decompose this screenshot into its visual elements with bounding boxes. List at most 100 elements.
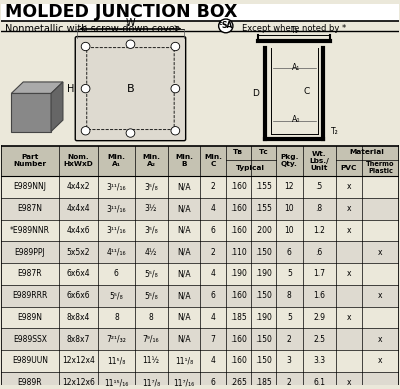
Text: x: x [378,248,383,257]
Text: Min.
C: Min. C [204,154,222,167]
Text: 3¹¹/₁₆: 3¹¹/₁₆ [107,182,126,191]
Text: 3⁵/₈: 3⁵/₈ [144,182,158,191]
Text: 6x6x4: 6x6x4 [66,270,90,279]
FancyBboxPatch shape [1,4,398,21]
Text: N/A: N/A [177,182,191,191]
Text: 6: 6 [114,270,119,279]
Text: 11½: 11½ [142,356,160,365]
Text: E989SSX: E989SSX [13,335,47,343]
Text: 3.3: 3.3 [313,356,325,365]
Circle shape [81,42,90,51]
Text: 6: 6 [211,291,216,300]
Text: 4: 4 [211,356,216,365]
FancyBboxPatch shape [75,37,186,141]
Text: 8: 8 [114,313,119,322]
FancyBboxPatch shape [1,145,398,176]
Text: 8x8x7: 8x8x7 [67,335,90,343]
Text: D: D [252,89,259,98]
Text: .160: .160 [230,182,247,191]
Text: Pkg.
Qty.: Pkg. Qty. [280,154,298,167]
Text: E989R: E989R [18,378,42,387]
Text: 8: 8 [149,313,154,322]
Text: A₀: A₀ [292,114,300,124]
Text: 3⁵/₈: 3⁵/₈ [144,226,158,235]
Text: .5: .5 [316,182,323,191]
Text: 1.6: 1.6 [313,291,325,300]
Text: 5: 5 [287,270,292,279]
FancyBboxPatch shape [1,307,398,328]
Text: .160: .160 [230,204,247,213]
Text: 2: 2 [287,335,292,343]
FancyBboxPatch shape [1,372,398,389]
Text: N/A: N/A [177,226,191,235]
Text: E989PPJ: E989PPJ [14,248,45,257]
Text: Wt.
Lbs./
Unit: Wt. Lbs./ Unit [309,151,329,171]
Text: 4: 4 [211,313,216,322]
Text: W: W [126,18,135,28]
FancyBboxPatch shape [1,198,398,220]
Text: N/A: N/A [177,313,191,322]
Text: 6: 6 [211,378,216,387]
Text: 11¹/₈: 11¹/₈ [175,356,193,365]
Text: 7⁹/₁₆: 7⁹/₁₆ [143,335,159,343]
Text: .150: .150 [255,248,272,257]
Text: .150: .150 [255,356,272,365]
Text: Thermo
Plastic: Thermo Plastic [366,161,395,174]
Text: 3: 3 [287,356,292,365]
Text: T₂: T₂ [331,127,339,136]
Text: 5⁵/₈: 5⁵/₈ [144,270,158,279]
Text: Part
Number: Part Number [14,154,46,167]
Text: x: x [378,291,383,300]
Text: x: x [347,378,351,387]
Text: 10: 10 [284,226,294,235]
Text: x: x [378,356,383,365]
Text: x: x [347,204,351,213]
Text: .190: .190 [255,313,272,322]
Text: 4x4x2: 4x4x2 [67,182,90,191]
FancyBboxPatch shape [1,176,398,198]
Text: E989RRR: E989RRR [12,291,48,300]
Text: Min.
A₁: Min. A₁ [108,154,126,167]
Text: Except where noted by *: Except where noted by * [242,24,346,33]
Text: 4: 4 [211,204,216,213]
Text: E989N: E989N [18,313,42,322]
Text: x: x [378,335,383,343]
Text: 6: 6 [211,226,216,235]
Text: 1.7: 1.7 [313,270,325,279]
FancyBboxPatch shape [1,263,398,285]
Polygon shape [11,93,51,131]
Text: *E989NNR: *E989NNR [10,226,50,235]
Text: 11⁷/₈: 11⁷/₈ [142,378,160,387]
Text: Nonmetallic with screw-down cover: Nonmetallic with screw-down cover [5,24,179,34]
Text: 5: 5 [287,313,292,322]
Text: SA: SA [221,21,232,30]
Text: 12x12x4: 12x12x4 [62,356,95,365]
Text: 12x12x6: 12x12x6 [62,378,95,387]
Text: .190: .190 [230,270,247,279]
Text: E987R: E987R [18,270,42,279]
Text: .150: .150 [255,291,272,300]
Text: 11⁷/₁₆: 11⁷/₁₆ [173,378,195,387]
Text: 5⁵/₈: 5⁵/₈ [110,291,123,300]
Text: .160: .160 [230,226,247,235]
Text: 6.1: 6.1 [313,378,325,387]
Circle shape [126,129,135,137]
Text: Tᴄ: Tᴄ [258,149,268,155]
Text: .110: .110 [230,248,247,257]
Text: 4¹¹/₁₆: 4¹¹/₁₆ [107,248,126,257]
Circle shape [171,84,180,93]
Text: 8: 8 [287,291,292,300]
Text: 1.2: 1.2 [313,226,325,235]
Text: 2: 2 [287,378,292,387]
Text: .160: .160 [230,356,247,365]
Text: 2.5: 2.5 [313,335,325,343]
Text: 4x4x4: 4x4x4 [66,204,90,213]
Text: N/A: N/A [177,204,191,213]
Text: B: B [127,84,134,94]
FancyBboxPatch shape [1,241,398,263]
Text: E987N: E987N [18,204,42,213]
Text: H: H [67,84,74,94]
FancyBboxPatch shape [1,220,398,241]
Text: 2: 2 [211,248,216,257]
Text: 11¹⁵/₁₆: 11¹⁵/₁₆ [104,378,129,387]
